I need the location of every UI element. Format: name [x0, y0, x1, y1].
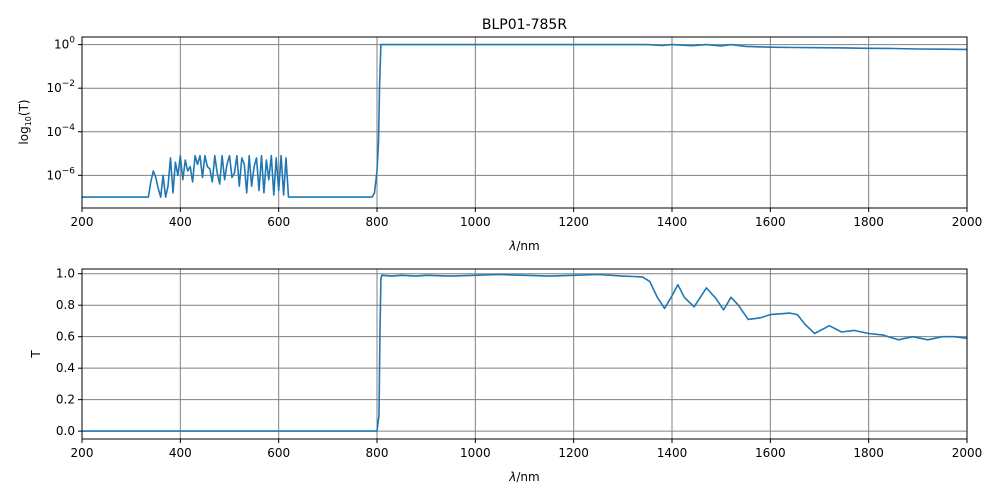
x-tick-label: 200 [71, 215, 94, 229]
x-tick-label: 1000 [460, 446, 491, 460]
top-x-axis-label: λ/nm [508, 239, 539, 253]
top-series-line [82, 43, 968, 198]
top-y-axis-label: log10(T) [17, 99, 33, 144]
x-tick-label: 2000 [952, 215, 983, 229]
bottom-ticks: 200 400 600 800 1000 1200 1400 1600 1800 2000 0.0 0… [56, 267, 982, 460]
top-axes-frame [81, 36, 968, 209]
x-tick-label: 1400 [657, 215, 688, 229]
y-tick-label: 0.0 [56, 424, 75, 438]
y-tick-label: 10−2 [46, 79, 75, 95]
top-ticks: 200 400 600 800 1000 1200 1400 1600 1800 2000 100 1… [46, 36, 982, 229]
bottom-y-axis-label: T [29, 350, 43, 359]
x-tick-label: 2000 [952, 446, 983, 460]
y-tick-label: 0.2 [56, 393, 75, 407]
x-tick-label: 1200 [558, 446, 589, 460]
top-plot: 200 400 600 800 1000 1200 1400 1600 1800 2000 100 1… [17, 36, 982, 253]
x-tick-label: 1800 [853, 215, 884, 229]
x-tick-label: 600 [267, 446, 290, 460]
bottom-plot: 200 400 600 800 1000 1200 1400 1600 1800 2000 0.0 0… [29, 267, 982, 484]
x-tick-label: 400 [169, 446, 192, 460]
y-tick-label: 10−4 [46, 123, 75, 139]
bottom-grid [81, 269, 968, 439]
x-tick-label: 1600 [755, 446, 786, 460]
y-tick-label: 0.6 [56, 330, 75, 344]
y-tick-label: 1.0 [56, 267, 75, 281]
y-tick-label: 0.8 [56, 298, 75, 312]
x-tick-label: 1600 [755, 215, 786, 229]
x-tick-label: 1000 [460, 215, 491, 229]
x-tick-label: 800 [366, 446, 389, 460]
y-tick-label: 100 [54, 36, 75, 52]
x-tick-label: 1400 [657, 446, 688, 460]
x-tick-label: 1200 [558, 215, 589, 229]
bottom-x-axis-label: λ/nm [508, 470, 539, 484]
bottom-series-line [82, 273, 968, 432]
chart-title: BLP01-785R [482, 17, 567, 33]
x-tick-label: 800 [366, 215, 389, 229]
bottom-axes-frame [81, 268, 968, 440]
x-tick-label: 1800 [853, 446, 884, 460]
top-grid [81, 37, 968, 208]
y-tick-label: 0.4 [56, 361, 75, 375]
y-tick-label: 10−6 [46, 166, 75, 182]
x-tick-label: 600 [267, 215, 290, 229]
x-tick-label: 200 [71, 446, 94, 460]
x-tick-label: 400 [169, 215, 192, 229]
